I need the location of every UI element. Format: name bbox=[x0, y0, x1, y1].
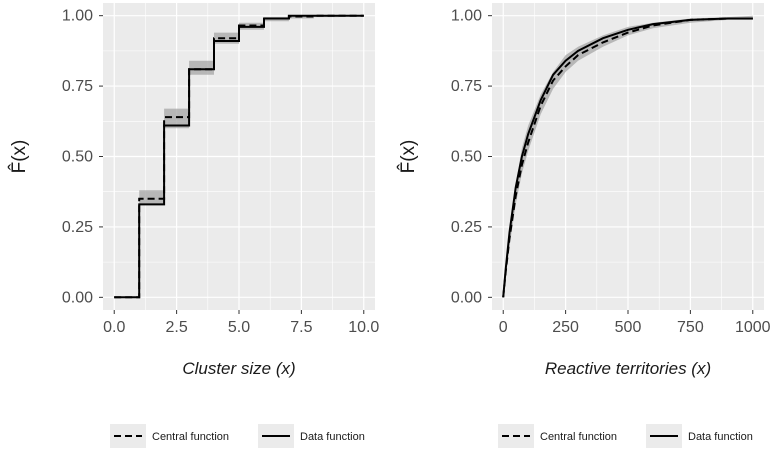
x-axis-title: Cluster size (x) bbox=[182, 359, 295, 378]
x-tick-label: 750 bbox=[677, 319, 704, 336]
x-tick-label: 7.5 bbox=[290, 319, 312, 336]
legend-label: Central function bbox=[152, 431, 229, 443]
y-tick-label: 0.25 bbox=[62, 219, 93, 236]
x-tick-label: 10.0 bbox=[348, 319, 379, 336]
y-axis-title: F̂(x) bbox=[8, 140, 30, 174]
legend: Central function Data function bbox=[498, 424, 753, 448]
x-tick-label: 0 bbox=[499, 319, 508, 336]
y-tick-label: 0.50 bbox=[62, 149, 93, 166]
y-tick-label: 0.25 bbox=[451, 219, 482, 236]
y-tick-label: 0.00 bbox=[451, 289, 482, 306]
x-tick-label: 1000 bbox=[735, 319, 771, 336]
chart-panel-2: 0 250 500 750 1000 0.00 0.25 0.50 0.75 1.00 Reacti… bbox=[397, 3, 771, 448]
series-line-data-function bbox=[502, 17, 753, 298]
y-axis-title: F̂(x) bbox=[397, 140, 419, 174]
x-tick-label: 5.0 bbox=[228, 319, 250, 336]
x-tick-label: 0.0 bbox=[103, 319, 125, 336]
legend-label: Data function bbox=[300, 431, 365, 443]
y-tick-label: 0.75 bbox=[62, 78, 93, 95]
x-tick-label: 500 bbox=[615, 319, 642, 336]
legend-label: Central function bbox=[540, 431, 617, 443]
y-tick-label: 0.00 bbox=[62, 289, 93, 306]
x-tick-label: 250 bbox=[552, 319, 579, 336]
legend-label: Data function bbox=[688, 431, 753, 443]
x-axis-title: Reactive territories (x) bbox=[545, 359, 711, 378]
y-tick-label: 0.75 bbox=[451, 78, 482, 95]
series-line-data-function bbox=[114, 14, 364, 299]
y-tick-label: 1.00 bbox=[451, 8, 482, 25]
x-tick-label: 2.5 bbox=[165, 319, 187, 336]
y-tick-label: 1.00 bbox=[62, 8, 93, 25]
chart-panel-1: 0.0 2.5 5.0 7.5 10.0 0.00 0.25 0.50 0.75 1.00 Clus… bbox=[8, 3, 379, 448]
legend: Central function Data function bbox=[110, 424, 365, 448]
y-tick-label: 0.50 bbox=[451, 149, 482, 166]
